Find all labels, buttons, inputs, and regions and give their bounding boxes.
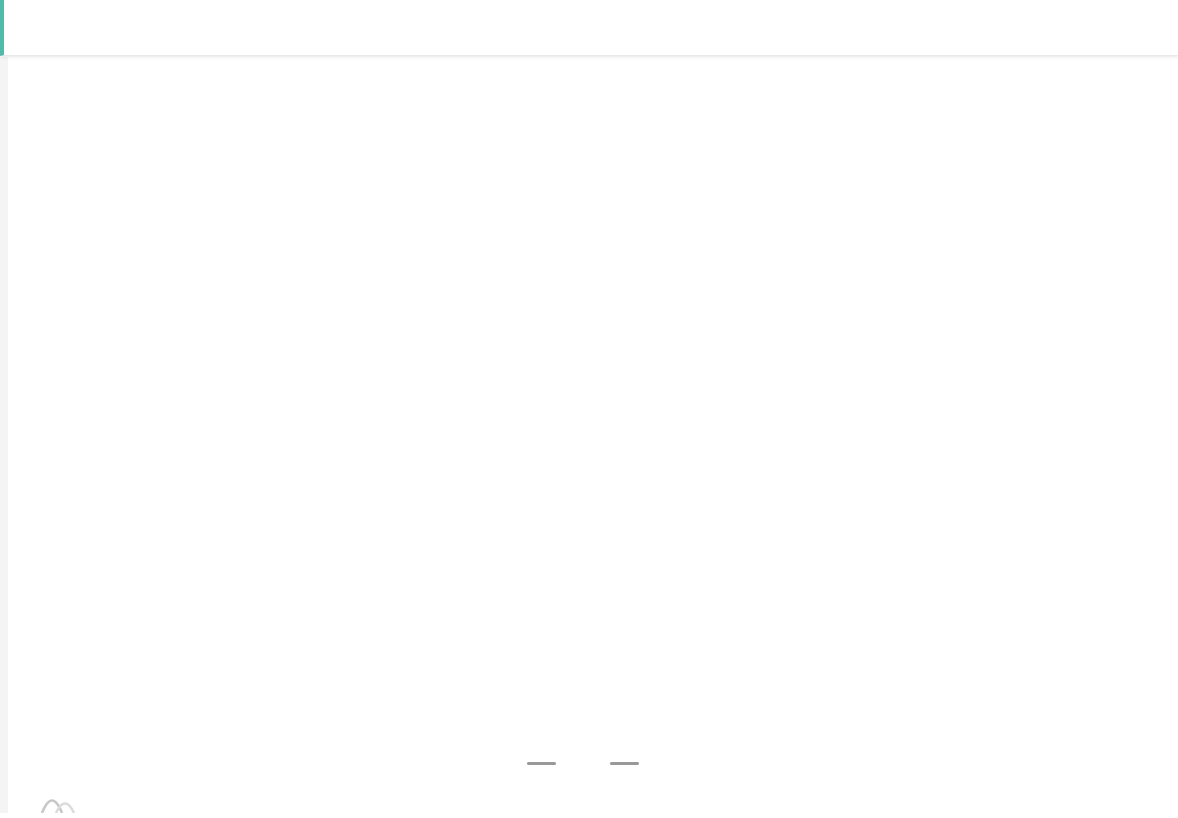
euro-line-swatch	[527, 762, 556, 765]
chart-card	[8, 57, 1178, 813]
usd-line-swatch	[610, 762, 639, 765]
amcharts-logo	[40, 799, 76, 813]
page-left-gutter	[0, 57, 8, 813]
chart-legend	[0, 762, 1178, 765]
legend-item-euro[interactable]	[527, 762, 568, 765]
legend-item-usd[interactable]	[610, 762, 651, 765]
title-bar	[0, 0, 1178, 56]
